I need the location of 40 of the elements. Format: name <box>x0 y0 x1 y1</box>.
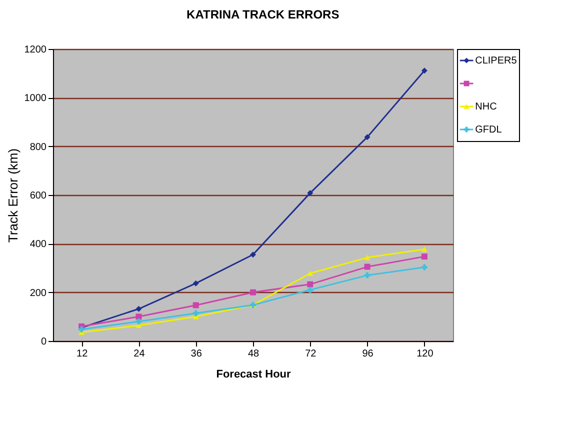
point <box>307 281 314 288</box>
point <box>192 310 199 316</box>
y-tick-label: 1000 <box>24 93 47 104</box>
point <box>421 246 428 252</box>
point <box>421 254 428 260</box>
point <box>364 254 370 260</box>
point <box>192 302 199 308</box>
point <box>307 190 314 196</box>
y-tick-label: 200 <box>30 288 47 299</box>
x-tick-label: 120 <box>416 348 434 360</box>
point <box>364 272 370 278</box>
point <box>250 289 256 296</box>
legend-label: CLIPER5 <box>475 56 518 66</box>
point <box>364 264 370 270</box>
x-tick-label: 12 <box>76 348 88 360</box>
y-tick-label: 0 <box>40 336 47 348</box>
y-tick-label: 400 <box>30 239 47 250</box>
y-axis-title: Track Error (km) <box>5 148 20 243</box>
x-tick-label: 96 <box>362 348 374 360</box>
point <box>421 68 428 74</box>
x-axis-title: Forecast Hour <box>216 368 292 380</box>
point <box>307 286 314 293</box>
point <box>250 252 256 258</box>
legend-label: GFDL <box>475 124 502 136</box>
point <box>421 264 428 270</box>
x-tick-label: 72 <box>305 348 317 360</box>
chart-title: KATRINA TRACK ERRORS <box>186 8 340 22</box>
point <box>192 280 199 286</box>
y-tick-label: 600 <box>30 190 47 202</box>
y-tick-label: 800 <box>30 142 47 153</box>
x-tick-label: 24 <box>134 348 146 360</box>
y-tick-label: 1200 <box>24 44 47 56</box>
point <box>136 314 142 320</box>
point <box>364 134 370 140</box>
x-tick-label: 48 <box>248 348 260 360</box>
legend-label: NHC <box>475 102 497 112</box>
point <box>136 306 142 312</box>
point <box>307 270 314 276</box>
x-tick-label: 36 <box>190 348 202 360</box>
point <box>136 318 142 325</box>
